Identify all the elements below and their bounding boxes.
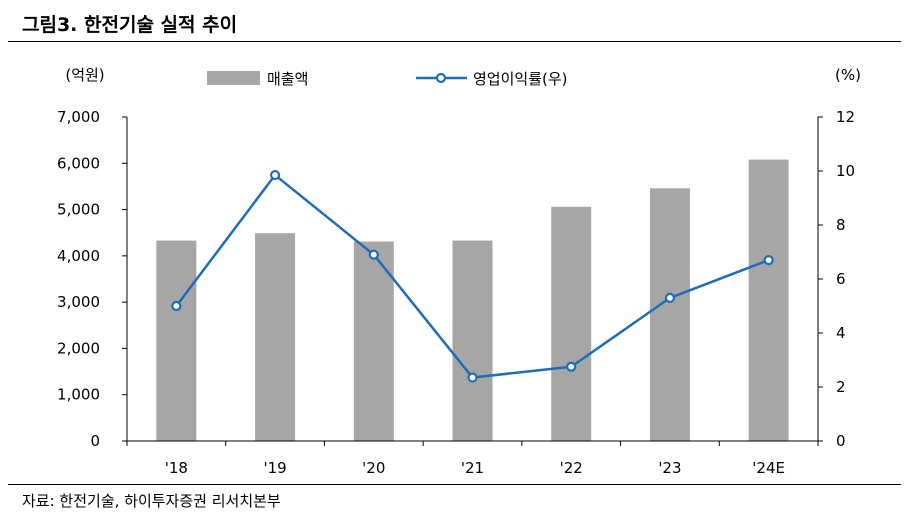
x-tick-label-4: '22 <box>560 459 583 477</box>
left-tick-label-7: 7,000 <box>57 108 100 126</box>
legend-bar-label: 매출액 <box>267 70 308 88</box>
bar-0 <box>156 240 197 441</box>
legend-line-label: 영업이익률(우) <box>473 70 568 88</box>
line-point-2 <box>368 249 379 260</box>
top-divider <box>8 41 901 42</box>
legend-line-marker <box>435 72 447 84</box>
right-tick-label-6: 12 <box>836 108 855 126</box>
line-point-5 <box>664 292 676 303</box>
x-tick-label-6: '24E <box>752 459 785 477</box>
right-tick-label-1: 2 <box>836 378 846 396</box>
right-tick-label-2: 4 <box>836 324 846 342</box>
line-point-1 <box>269 169 281 181</box>
left-tick-label-0: 0 <box>90 432 100 450</box>
line-series <box>171 169 774 383</box>
left-tick-label-1: 1,000 <box>57 386 100 404</box>
x-tick-label-3: '21 <box>461 459 484 477</box>
chart-title: 그림3. 한전기술 실적 추이 <box>22 14 238 36</box>
bar-6 <box>748 159 789 441</box>
x-tick-label-2: '20 <box>362 459 385 477</box>
line-point-6 <box>763 255 774 266</box>
left-tick-label-6: 6,000 <box>57 154 100 172</box>
line-point-4 <box>566 361 577 372</box>
combo-chart: (억원) (%) 매출액 영업이익률(우) 0 1,000 2,000 3,000 4,… <box>57 66 861 477</box>
left-tick-label-4: 4,000 <box>57 247 100 265</box>
right-tick-label-3: 6 <box>836 270 846 288</box>
bar-series <box>156 159 789 441</box>
line-point-0 <box>171 300 182 312</box>
bar-4 <box>551 206 592 441</box>
bar-5 <box>649 188 690 441</box>
right-tick-label-5: 10 <box>836 162 855 180</box>
bottom-divider <box>8 484 901 485</box>
x-tick-label-1: '19 <box>263 459 286 477</box>
left-tick-label-3: 3,000 <box>57 293 100 311</box>
legend-bar-swatch <box>207 71 260 85</box>
left-axis-unit: (억원) <box>65 66 104 84</box>
tick-labels: 0 1,000 2,000 3,000 4,000 5,000 6,000 7,000 0 2 4 6… <box>57 108 855 477</box>
line-point-3 <box>467 372 478 383</box>
left-tick-label-5: 5,000 <box>57 201 100 219</box>
x-tick-label-0: '18 <box>165 459 188 477</box>
left-tick-label-2: 2,000 <box>57 339 100 357</box>
right-tick-label-0: 0 <box>836 432 846 450</box>
bar-1 <box>255 233 296 441</box>
right-tick-label-4: 8 <box>836 216 846 234</box>
source-note: 자료: 한전기술, 하이투자증권 리서치본부 <box>22 492 281 510</box>
bar-3 <box>452 240 493 441</box>
x-tick-label-5: '23 <box>658 459 681 477</box>
axes <box>122 116 823 446</box>
right-axis-unit: (%) <box>835 66 861 84</box>
bar-2 <box>353 241 394 441</box>
